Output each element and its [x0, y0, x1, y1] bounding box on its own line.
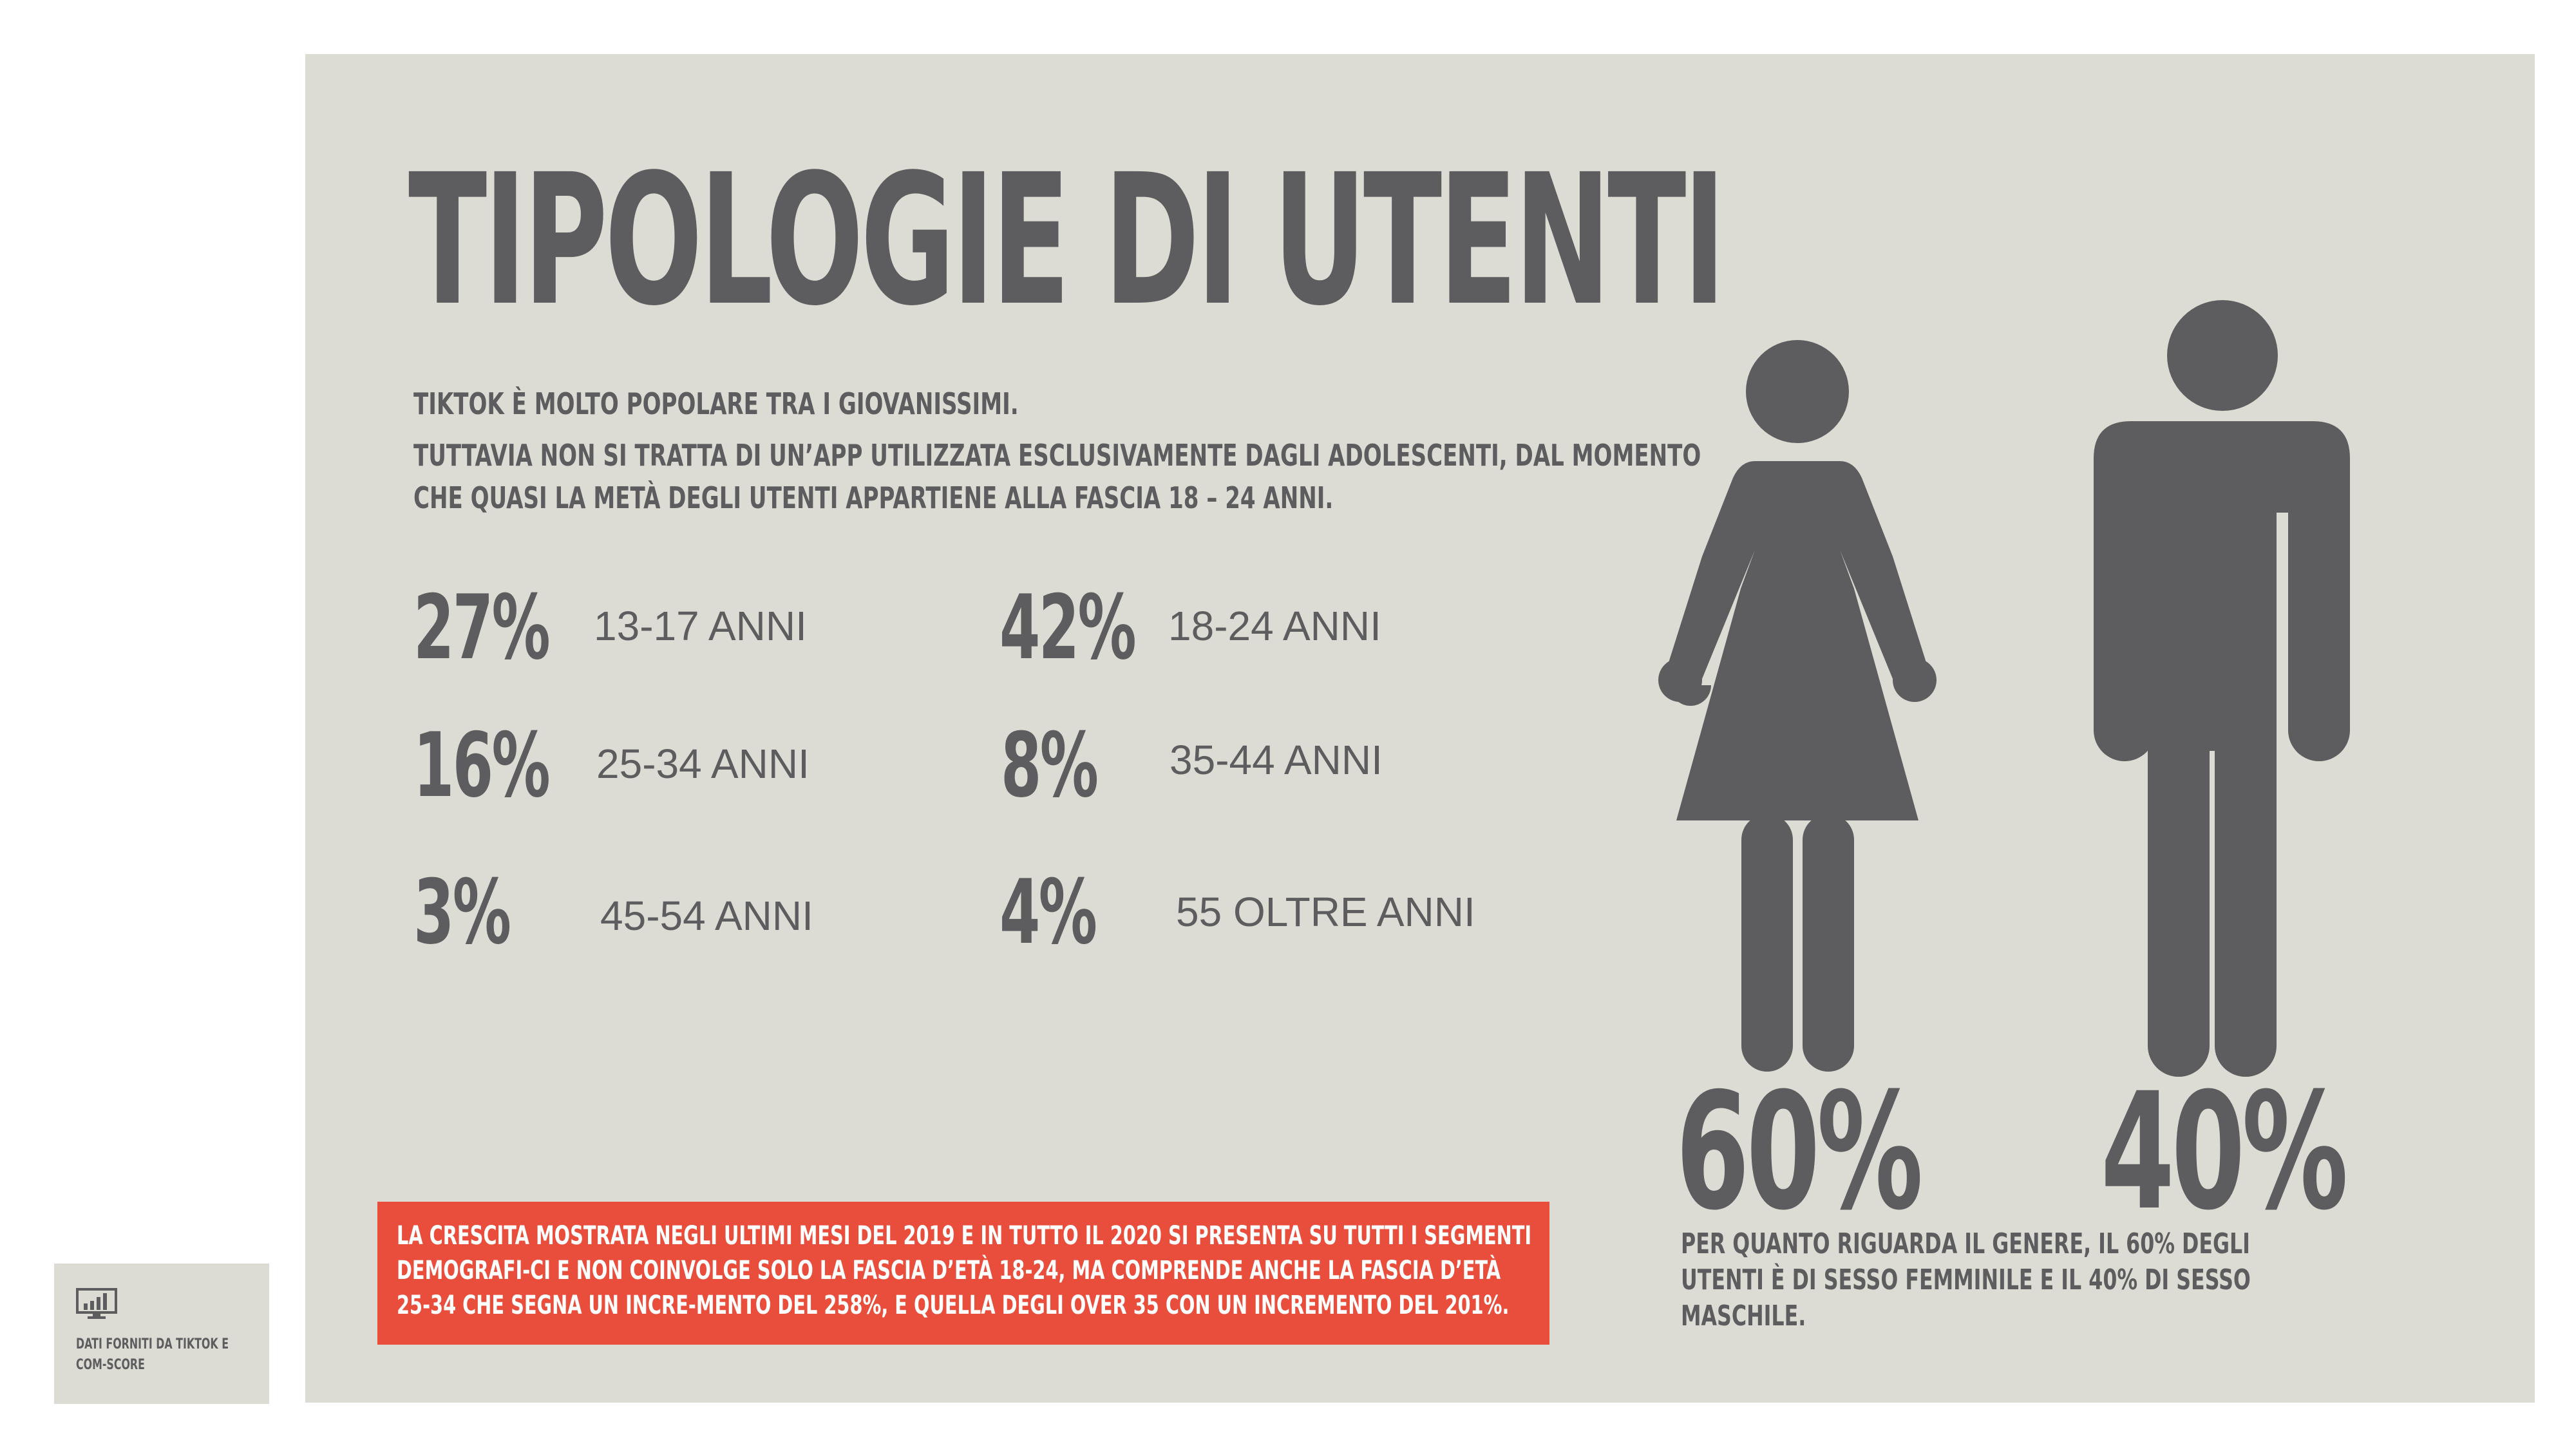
age-label-55-plus: 55 OLTRE ANNI: [1176, 889, 1475, 935]
age-percent-35-44: 8%: [1001, 714, 1099, 817]
gender-note: PER QUANTO RIGUARDA IL GENERE, IL 60% DE…: [1681, 1227, 2251, 1332]
age-percent-55-plus: 4%: [999, 860, 1097, 964]
chart-monitor-icon: [76, 1288, 117, 1319]
age-percent-13-17: 27%: [413, 576, 551, 679]
man-icon: [2094, 300, 2350, 1077]
growth-callout: LA CRESCITA MOSTRATA NEGLI ULTIMI MESI D…: [377, 1202, 1549, 1345]
age-percent-45-54: 3%: [413, 860, 511, 964]
age-percent-18-24: 42%: [999, 576, 1137, 679]
intro-text: TIKTOK È MOLTO POPOLARE TRA I GIOVANISSI…: [413, 383, 1019, 425]
page-title: TIPOLOGIE DI UTENTI: [408, 136, 1726, 346]
gender-figures: [1658, 300, 2350, 1077]
source-text: DATI FORNITI DA TIKTOK E COM-SCORE: [76, 1336, 229, 1373]
male-percent: 40%: [2101, 1058, 2348, 1245]
age-label-45-54: 45-54 ANNI: [600, 893, 813, 939]
age-label-13-17: 13-17 ANNI: [594, 603, 807, 649]
source-note: DATI FORNITI DA TIKTOK E COM-SCORE: [54, 1264, 269, 1404]
growth-text: LA CRESCITA MOSTRATA NEGLI ULTIMI MESI D…: [397, 1221, 1532, 1320]
slide-panel: TIPOLOGIE DI UTENTI TIKTOK È MOLTO POPOL…: [305, 54, 2535, 1403]
woman-icon: [1658, 340, 1937, 1072]
female-percent: 60%: [1676, 1058, 1923, 1245]
age-label-35-44: 35-44 ANNI: [1170, 737, 1383, 783]
age-label-18-24: 18-24 ANNI: [1168, 603, 1381, 649]
age-label-25-34: 25-34 ANNI: [596, 741, 810, 787]
intro-line-1: TIKTOK È MOLTO POPOLARE TRA I GIOVANISSI…: [413, 386, 1019, 421]
intro-line-2: TUTTAVIA NON SI TRATTA DI UN’APP UTILIZZ…: [413, 438, 1701, 473]
intro-text-detail: TUTTAVIA NON SI TRATTA DI UN’APP UTILIZZ…: [413, 434, 1701, 519]
age-percent-25-34: 16%: [413, 714, 551, 817]
intro-line-3: CHE QUASI LA METÀ DEGLI UTENTI APPARTIEN…: [413, 480, 1334, 515]
